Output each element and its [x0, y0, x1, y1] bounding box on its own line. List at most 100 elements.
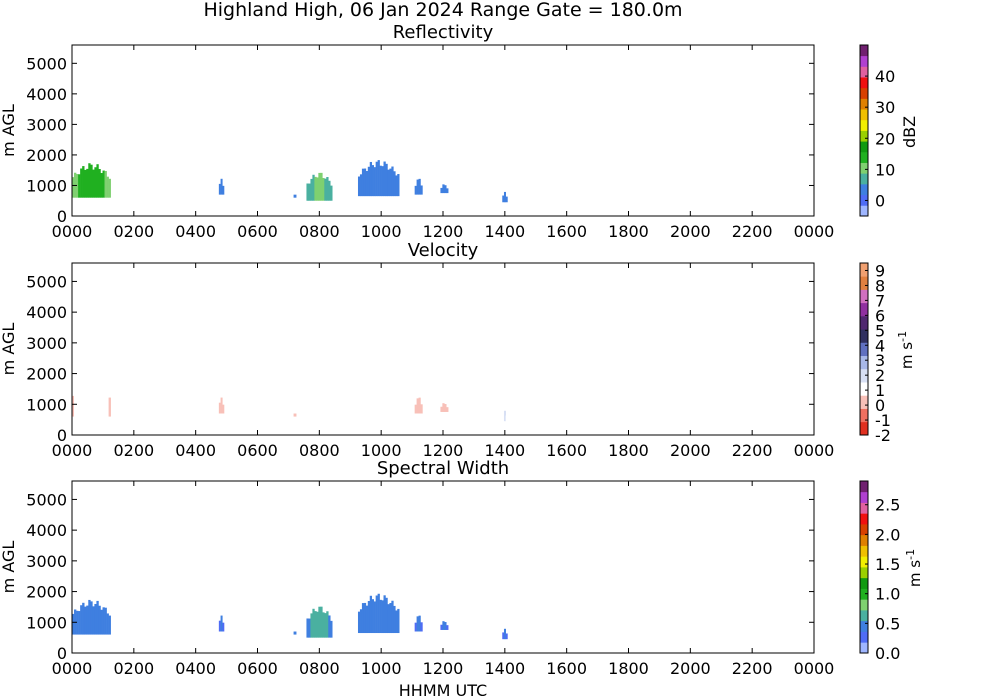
colorbar-frame	[859, 44, 869, 217]
echo-cell	[420, 404, 423, 414]
colorbar-segment	[860, 130, 868, 142]
echo-cell	[314, 395, 317, 420]
echo-cell	[361, 168, 365, 197]
echo-cell	[222, 622, 225, 632]
y-tick-label: 1000	[26, 613, 67, 632]
colorbar-segment	[860, 289, 868, 304]
echo-cell	[440, 187, 443, 194]
echo-cell	[503, 191, 506, 203]
echo-cell	[94, 167, 97, 198]
colorbar-tick-label: 1.0	[875, 585, 900, 604]
echo-cell	[365, 605, 369, 634]
x-tick-label: 0800	[299, 222, 340, 241]
colorbar-segment	[860, 276, 868, 290]
echo-cell	[440, 406, 443, 412]
colorbar-tick-label: 2.5	[875, 496, 900, 515]
echo-cell	[359, 609, 363, 634]
x-tick-label: 0000	[794, 222, 835, 241]
echo-cell	[314, 176, 317, 201]
echo-cell	[383, 161, 386, 197]
y-axis-label: m AGL	[0, 104, 18, 157]
echo-cell	[379, 384, 382, 416]
echo-cell	[218, 402, 221, 414]
echo-cell	[324, 397, 327, 420]
x-tick-label: 2200	[732, 441, 773, 460]
colorbar-segment	[860, 599, 868, 611]
echo-cell	[92, 606, 95, 635]
echo-cell	[78, 174, 81, 198]
x-tick-label: 0600	[237, 441, 278, 460]
colorbar-segment	[860, 534, 868, 546]
echo-cell	[383, 595, 386, 634]
echo-cell	[328, 180, 331, 201]
echo-cell	[220, 397, 223, 414]
x-tick-label: 0000	[794, 441, 835, 460]
echo-cell	[84, 606, 87, 635]
x-tick-label: 0400	[175, 659, 216, 678]
echo-cell	[361, 603, 365, 634]
echo-cell	[104, 389, 107, 417]
echo-cell	[446, 625, 449, 630]
echo-cell	[222, 185, 225, 195]
echo-cell	[306, 183, 309, 201]
x-tick-label: 1000	[361, 222, 402, 241]
x-tick-label: 1600	[546, 659, 587, 678]
colorbar-segment	[860, 87, 868, 99]
echo-cell	[503, 410, 506, 422]
echo-cell	[389, 603, 392, 634]
y-axis-label: m AGL	[0, 541, 18, 594]
colorbar-tick-label: 2.0	[875, 525, 900, 544]
echo-cell	[444, 404, 447, 412]
echo-cell	[387, 604, 390, 634]
echo-cell	[310, 397, 313, 420]
colorbar-tick-label: -2	[875, 426, 891, 445]
x-tick-label: 1000	[361, 441, 402, 460]
echo-cell	[328, 399, 331, 420]
echo-cell	[322, 178, 325, 201]
echo-cell	[220, 178, 223, 195]
colorbar-segment	[860, 588, 868, 600]
echo-cell	[324, 613, 327, 638]
echo-cell	[86, 387, 89, 417]
echo-cell	[385, 382, 388, 416]
colorbar-segment	[860, 481, 868, 493]
echo-cell	[78, 611, 81, 635]
echo-cell	[420, 185, 423, 195]
y-tick-label: 0	[57, 207, 67, 226]
echo-cell	[442, 403, 445, 412]
colorbar-tick-label: 4	[875, 336, 885, 355]
echo-cell	[389, 168, 392, 197]
echo-cell	[326, 395, 329, 420]
echo-cell	[330, 185, 333, 201]
figure-title: Highland High, 06 Jan 2024 Range Gate = …	[203, 0, 682, 21]
echo-cell	[90, 601, 93, 635]
echo-cell	[78, 393, 81, 417]
echo-cell	[108, 178, 111, 198]
colorbar-segment	[860, 141, 868, 153]
echo-cell	[379, 599, 382, 634]
echo-cell	[106, 613, 109, 635]
colorbar-tick-label: 10	[875, 160, 895, 179]
echo-cell	[369, 161, 373, 197]
echo-cell	[72, 395, 75, 417]
echo-cell	[322, 396, 325, 420]
echo-cell	[391, 166, 394, 197]
echo-cell	[444, 622, 447, 630]
x-tick-label: 1400	[484, 222, 525, 241]
echo-cell	[308, 618, 311, 638]
x-tick-label: 0400	[175, 441, 216, 460]
echo-cell	[377, 378, 380, 416]
echo-cell	[381, 166, 384, 197]
x-tick-label: 2200	[732, 659, 773, 678]
echo-cell	[505, 633, 508, 640]
colorbar-segment	[860, 302, 868, 317]
echo-cell	[98, 605, 101, 635]
x-tick-label: 1400	[484, 659, 525, 678]
echo-cell	[442, 621, 445, 630]
echo-cell	[84, 169, 87, 198]
echo-cell	[98, 387, 101, 417]
x-tick-label: 1400	[484, 441, 525, 460]
colorbar-segment	[860, 545, 868, 557]
echo-cell	[72, 613, 75, 635]
